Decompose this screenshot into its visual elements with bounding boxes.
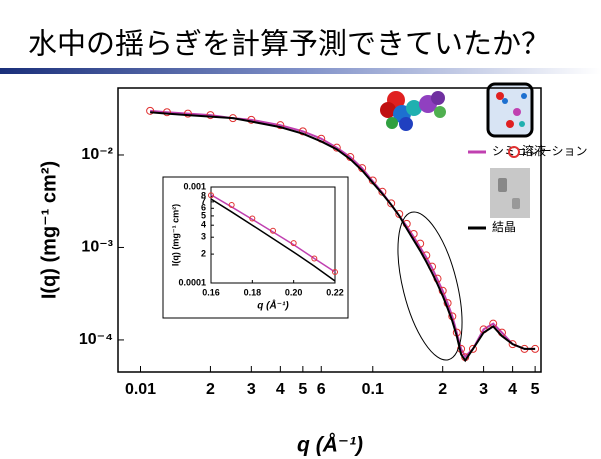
y-tick-label: 10⁻⁴ (79, 331, 113, 348)
y-tick-label: 10⁻³ (81, 239, 113, 256)
y-tick-label: 0.0001 (178, 277, 206, 287)
x-tick-label: 0.20 (285, 287, 303, 297)
page: 水中の揺らぎを計算予測できていたか？ 0.01234560.1234510⁻²1… (0, 0, 601, 459)
legend-label: 結晶 (492, 220, 516, 234)
y-tick-label: 3 (201, 232, 206, 242)
x-tick-label: 2 (206, 381, 215, 398)
x-tick-label: 0.1 (362, 381, 384, 398)
legend-label: 溶液 (522, 143, 546, 158)
x-tick-label: 4 (508, 381, 517, 398)
y-axis-label: I(q) (mg⁻¹ cm²) (38, 161, 60, 299)
x-tick-label: 2 (438, 381, 447, 398)
x-tick-label: 4 (276, 381, 285, 398)
x-tick-label: 6 (317, 381, 326, 398)
x-axis-label: q (Å⁻¹) (257, 299, 289, 312)
y-tick-label: 2 (201, 248, 206, 258)
slide-title: 水中の揺らぎを計算予測できていたか？ (28, 28, 550, 61)
x-tick-label: 0.22 (326, 287, 344, 297)
crystal-icon (490, 168, 530, 218)
slide: 水中の揺らぎを計算予測できていたか？ 0.01234560.1234510⁻²1… (0, 0, 601, 459)
x-tick-label: 0.16 (202, 287, 220, 297)
y-tick-label: 4 (201, 220, 206, 230)
x-tick-label: 5 (531, 381, 540, 398)
x-tick-label: 0.18 (244, 287, 262, 297)
x-tick-label: 3 (247, 381, 256, 398)
y-tick-label: 10⁻² (81, 146, 113, 163)
y-axis-label: I(q) (mg⁻¹ cm²) (170, 204, 180, 266)
x-tick-label: 0.01 (125, 381, 156, 398)
x-tick-label: 5 (298, 381, 307, 398)
title-bar (0, 68, 601, 74)
solution-icon (488, 84, 532, 136)
x-tick-label: 3 (479, 381, 488, 398)
x-axis-label: q (Å⁻¹) (297, 433, 363, 457)
